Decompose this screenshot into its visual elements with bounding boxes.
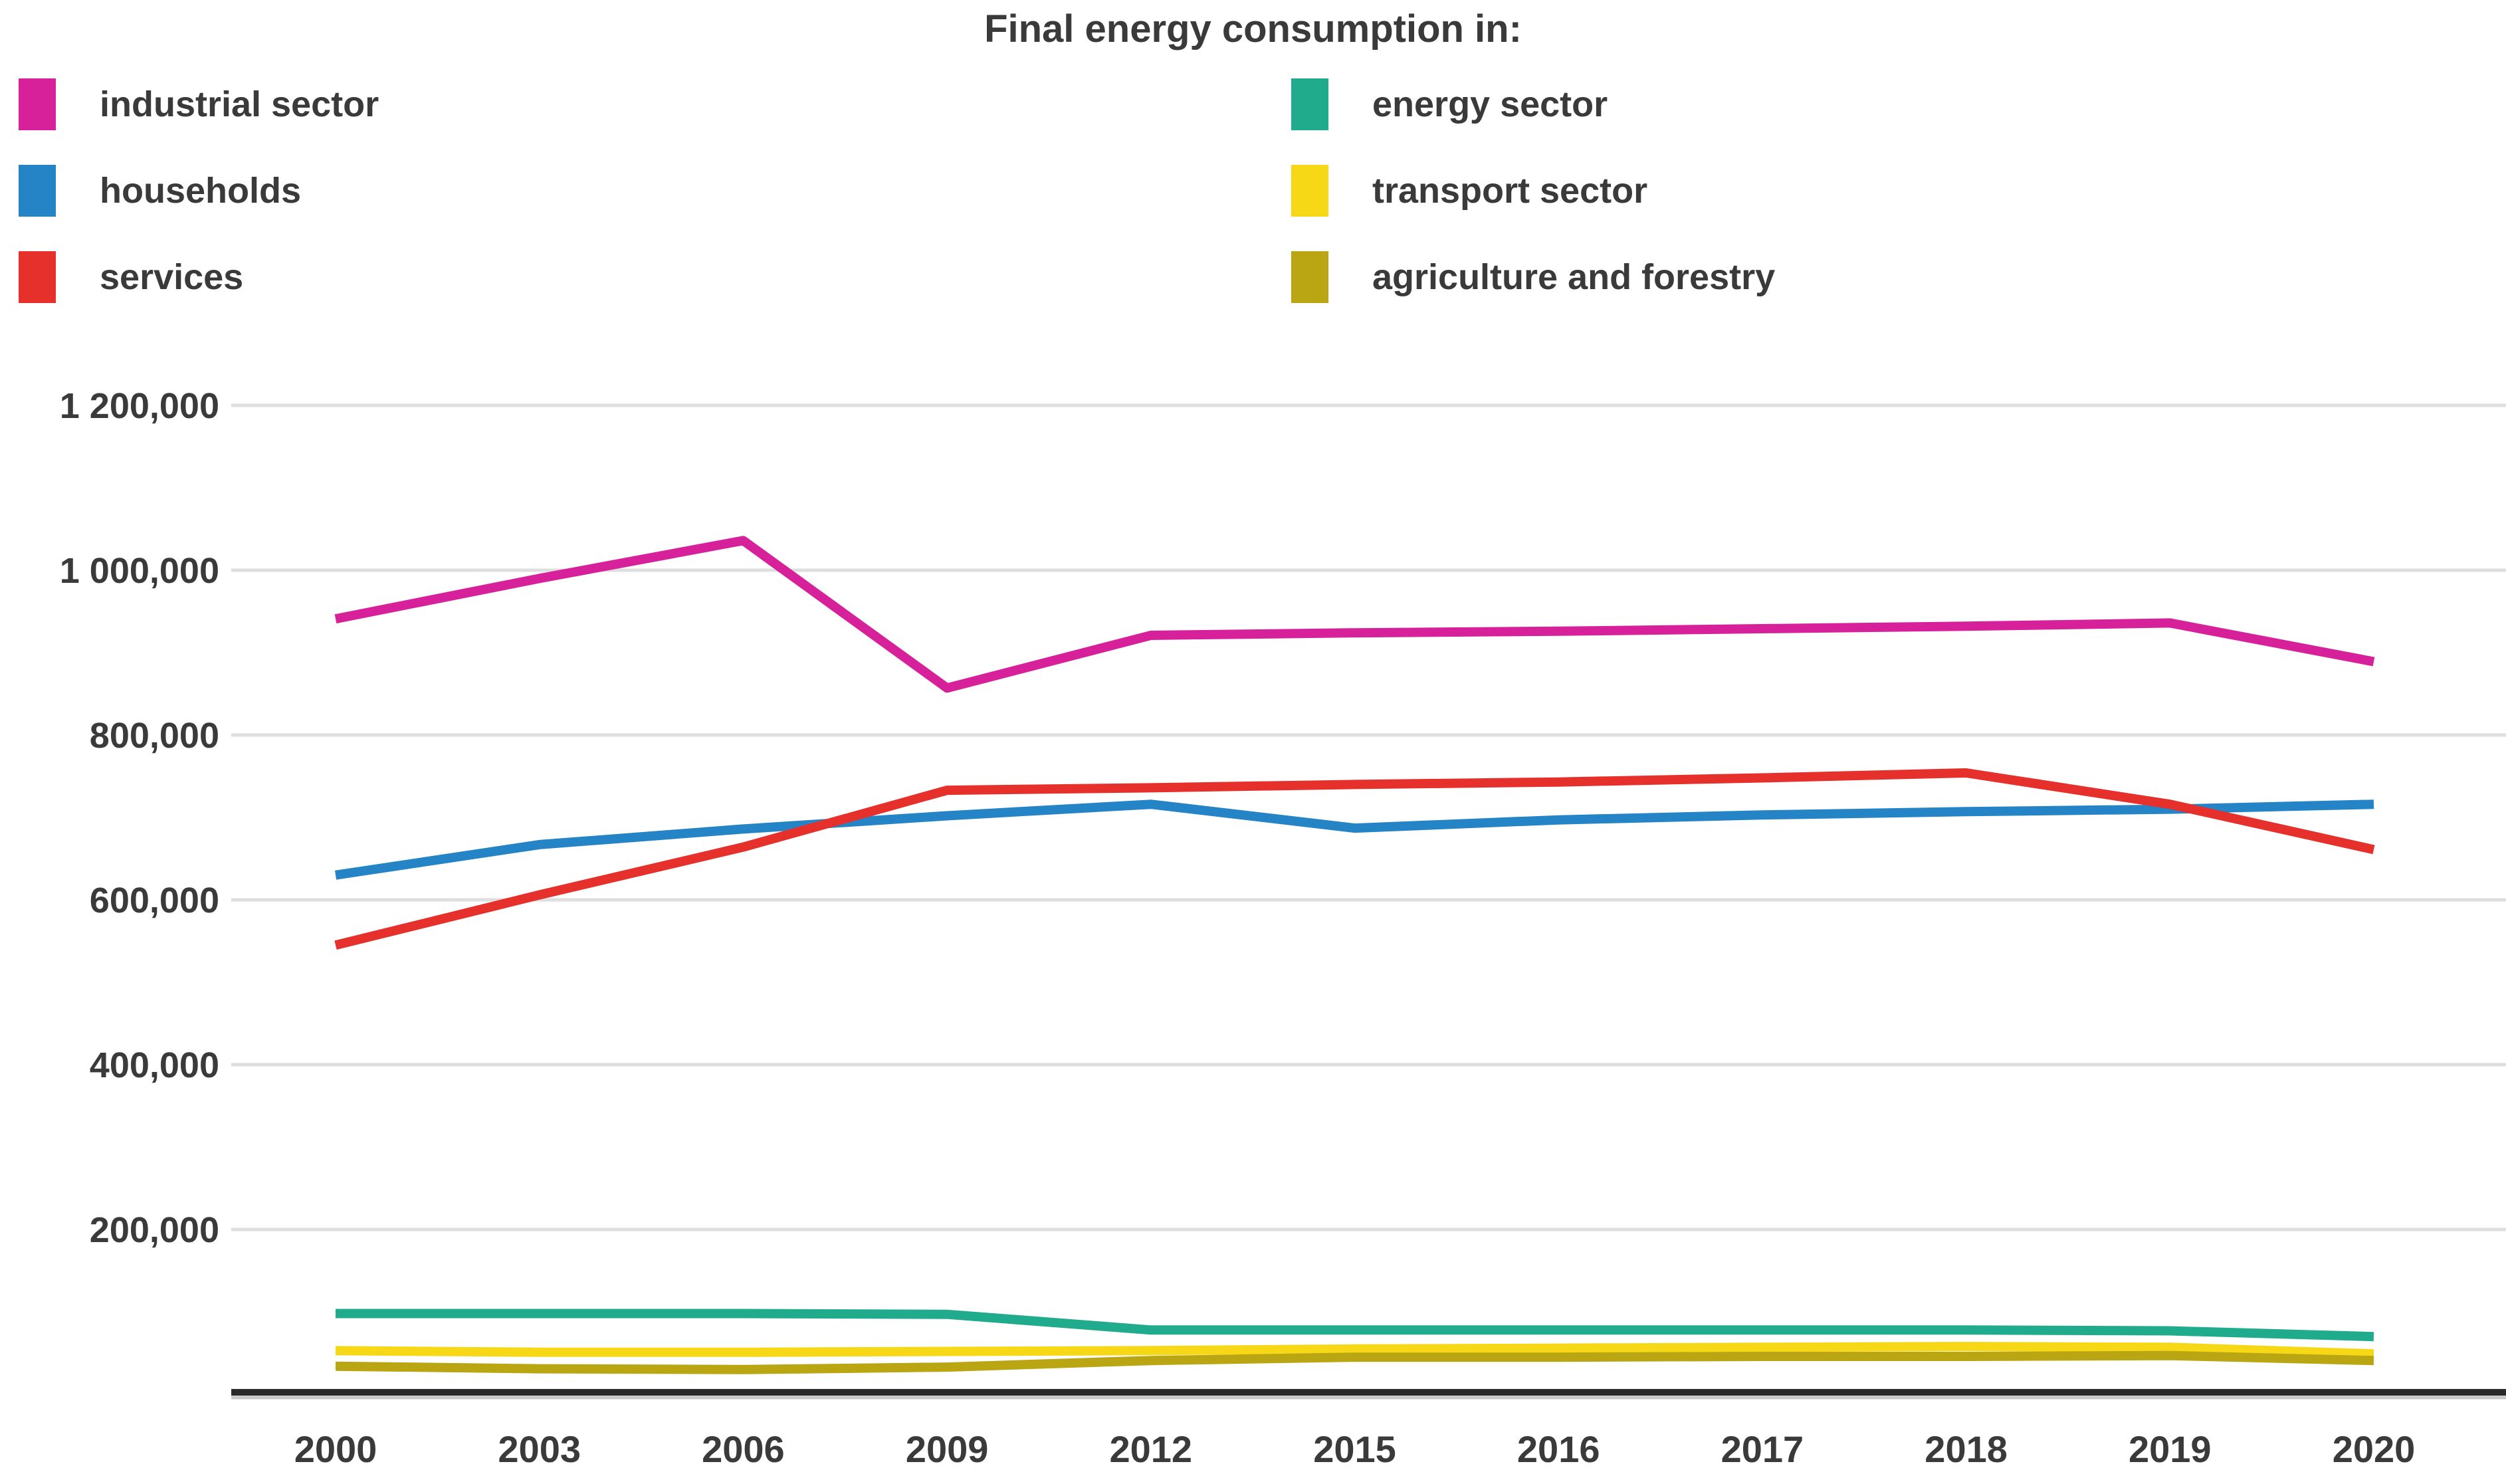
legend-column-right: energy sector transport sector agriculture… <box>1291 78 1775 303</box>
y-axis-label: 1 200,000 <box>60 386 219 426</box>
legend-label: households <box>100 171 302 211</box>
legend-column-left: industrial sector households services <box>19 78 379 303</box>
series-line-agriculture-and-forestry <box>335 1350 2374 1374</box>
x-axis-label: 2003 <box>498 1428 581 1470</box>
legend-swatch-industrial-sector <box>19 78 56 130</box>
y-axis-label: 400,000 <box>90 1045 219 1085</box>
series-line-households <box>334 799 2374 880</box>
legend-swatch-energy-sector <box>1291 78 1328 130</box>
legend-swatch-transport-sector <box>1291 165 1328 217</box>
legend-swatch-agriculture-and-forestry <box>1291 251 1328 303</box>
series-line-services <box>334 768 2375 950</box>
legend-item-agriculture-and-forestry: agriculture and forestry <box>1291 251 1775 303</box>
series-line-energy-sector <box>336 1309 2374 1342</box>
legend-label: agriculture and forestry <box>1372 257 1776 297</box>
x-axis-label: 2006 <box>702 1428 785 1470</box>
x-axis-label: 2015 <box>1313 1428 1396 1470</box>
x-axis-label: 2000 <box>294 1428 377 1470</box>
legend-item-industrial-sector: industrial sector <box>19 78 379 130</box>
y-axis-label: 600,000 <box>90 881 219 920</box>
x-axis-label: 2020 <box>2333 1428 2416 1470</box>
x-axis-label: 2009 <box>906 1428 989 1470</box>
legend-label: transport sector <box>1372 171 1648 211</box>
y-axis-label: 200,000 <box>90 1210 219 1250</box>
y-axis-label: 1 000,000 <box>60 551 219 591</box>
series-line-industrial-sector <box>334 536 2375 693</box>
legend-item-transport-sector: transport sector <box>1291 165 1775 217</box>
legend-swatch-households <box>19 165 56 217</box>
legend-label: industrial sector <box>100 84 379 124</box>
x-axis-label: 2012 <box>1110 1428 1193 1470</box>
chart-title: Final energy consumption in: <box>984 7 1522 51</box>
legend-label: energy sector <box>1372 84 1608 124</box>
y-axis-label: 800,000 <box>90 716 219 756</box>
x-axis-label: 2018 <box>1925 1428 2008 1470</box>
legend-item-services: services <box>19 251 379 303</box>
x-axis-label: 2019 <box>2129 1428 2212 1470</box>
x-axis-label: 2016 <box>1517 1428 1600 1470</box>
legend-label: services <box>100 257 244 297</box>
legend-item-energy-sector: energy sector <box>1291 78 1775 130</box>
legend-swatch-services <box>19 251 56 303</box>
series-line-transport-sector <box>335 1342 2374 1359</box>
legend-item-households: households <box>19 165 379 217</box>
x-axis-label: 2017 <box>1721 1428 1804 1470</box>
